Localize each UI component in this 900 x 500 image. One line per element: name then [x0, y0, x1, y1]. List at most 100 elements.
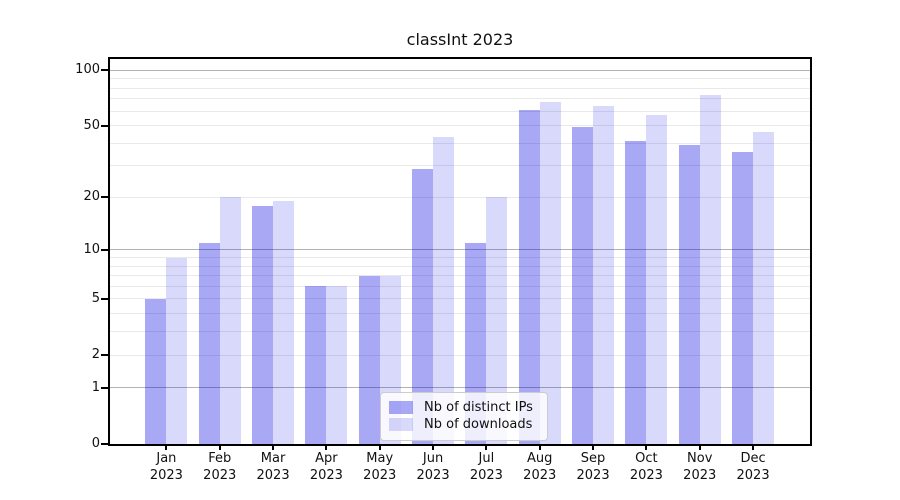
gridline-minor	[110, 265, 810, 267]
x-tick-month: Nov	[687, 451, 713, 466]
x-tick-mark	[645, 444, 648, 450]
gridline-minor	[110, 165, 810, 167]
x-tick-month: Mar	[260, 451, 286, 466]
x-tick-mark	[325, 444, 328, 450]
gridline-minor	[110, 313, 810, 315]
gridline-minor	[110, 110, 810, 112]
y-tick-label: 10	[83, 241, 100, 257]
x-tick-year: 2023	[149, 468, 183, 483]
bar-distinct-ips-dec	[732, 151, 754, 444]
x-tick-mark	[218, 444, 221, 450]
x-tick-year: 2023	[576, 468, 610, 483]
y-tick-label: 1	[91, 379, 100, 395]
x-tick-label: Feb 2023	[188, 450, 252, 484]
bar-downloads-aug	[539, 102, 561, 444]
legend-swatch-downloads-icon	[389, 418, 413, 431]
legend-entry-distinct-ips: Nb of distinct IPs	[389, 400, 533, 415]
x-tick-label: May 2023	[348, 450, 412, 484]
x-tick-label: Jul 2023	[454, 450, 518, 484]
y-tick-mark	[101, 297, 108, 300]
x-tick-year: 2023	[203, 468, 237, 483]
bar-distinct-ips-jan	[145, 298, 167, 444]
y-tick-label: 0	[91, 436, 100, 451]
y-tick-mark	[101, 386, 108, 389]
y-tick-mark	[101, 248, 108, 251]
bar-distinct-ips-nov	[678, 145, 700, 444]
x-tick-mark	[752, 444, 755, 450]
x-tick-mark	[378, 444, 381, 450]
x-tick-month: Jan	[156, 451, 177, 466]
bar-distinct-ips-mar	[252, 205, 274, 444]
bar-distinct-ips-jun	[412, 168, 434, 444]
x-tick-label: Dec 2023	[721, 450, 785, 484]
x-tick-label: Jan 2023	[134, 450, 198, 484]
x-tick-year: 2023	[523, 468, 557, 483]
x-tick-label: Jun 2023	[401, 450, 465, 484]
x-tick-mark	[432, 444, 435, 450]
bar-distinct-ips-may	[358, 275, 380, 444]
x-tick-month: Jun	[422, 451, 444, 466]
legend-label-downloads: Nb of downloads	[424, 417, 533, 432]
x-tick-year: 2023	[363, 468, 397, 483]
gridline-minor	[110, 256, 810, 258]
x-tick-mark	[165, 444, 168, 450]
x-tick-label: Oct 2023	[614, 450, 678, 484]
x-tick-month: Aug	[527, 451, 553, 466]
gridline-minor	[110, 285, 810, 287]
y-tick-label: 50	[83, 117, 100, 133]
x-tick-label: Apr 2023	[294, 450, 358, 484]
bar-downloads-apr	[326, 286, 348, 444]
x-tick-year: 2023	[629, 468, 663, 483]
x-tick-mark	[698, 444, 701, 450]
chart-title: classInt 2023	[406, 30, 514, 49]
bar-downloads-sep	[593, 105, 615, 444]
gridline-minor	[110, 354, 810, 356]
legend-entry-downloads: Nb of downloads	[389, 417, 533, 432]
bar-downloads-jun	[433, 137, 455, 444]
x-tick-month: Dec	[740, 451, 766, 466]
bar-downloads-nov	[699, 95, 721, 444]
gridline-minor	[110, 331, 810, 333]
legend: Nb of distinct IPs Nb of downloads	[380, 392, 548, 441]
gridline-major	[110, 387, 810, 389]
gridline-minor	[110, 142, 810, 144]
bar-downloads-feb	[219, 197, 241, 444]
bar-downloads-mar	[273, 201, 295, 444]
x-tick-mark	[485, 444, 488, 450]
x-tick-label: Sep 2023	[561, 450, 625, 484]
legend-label-distinct-ips: Nb of distinct IPs	[424, 400, 533, 415]
bar-downloads-dec	[753, 132, 775, 444]
x-tick-month: Jul	[478, 451, 495, 466]
bar-distinct-ips-oct	[625, 141, 647, 444]
bar-distinct-ips-sep	[572, 127, 594, 444]
y-tick-label: 2	[91, 347, 100, 362]
y-tick-label: 100	[75, 62, 100, 78]
x-tick-year: 2023	[309, 468, 343, 483]
gridline-minor	[110, 125, 810, 127]
x-tick-label: Aug 2023	[508, 450, 572, 484]
gridline-major	[110, 69, 810, 71]
y-tick-mark	[101, 69, 108, 72]
x-tick-month: Sep	[580, 451, 606, 466]
bar-downloads-oct	[646, 115, 668, 444]
x-tick-mark	[538, 444, 541, 450]
x-tick-year: 2023	[416, 468, 450, 483]
plot-area	[101, 57, 812, 450]
y-tick-label: 5	[91, 290, 100, 306]
x-tick-mark	[592, 444, 595, 450]
gridline-minor	[110, 98, 810, 100]
y-tick-mark	[101, 354, 108, 356]
bar-distinct-ips-apr	[305, 286, 327, 444]
x-tick-month: May	[366, 451, 394, 466]
bar-distinct-ips-feb	[198, 242, 220, 444]
x-tick-month: Apr	[315, 451, 338, 466]
y-tick-mark	[101, 124, 108, 127]
x-tick-year: 2023	[736, 468, 770, 483]
gridline-minor	[110, 196, 810, 198]
x-tick-label: Mar 2023	[241, 450, 305, 484]
gridline-minor	[110, 78, 810, 80]
gridline-major	[110, 249, 810, 251]
bar-downloads-jul	[486, 197, 508, 444]
y-tick-mark	[101, 196, 108, 199]
x-tick-year: 2023	[469, 468, 503, 483]
